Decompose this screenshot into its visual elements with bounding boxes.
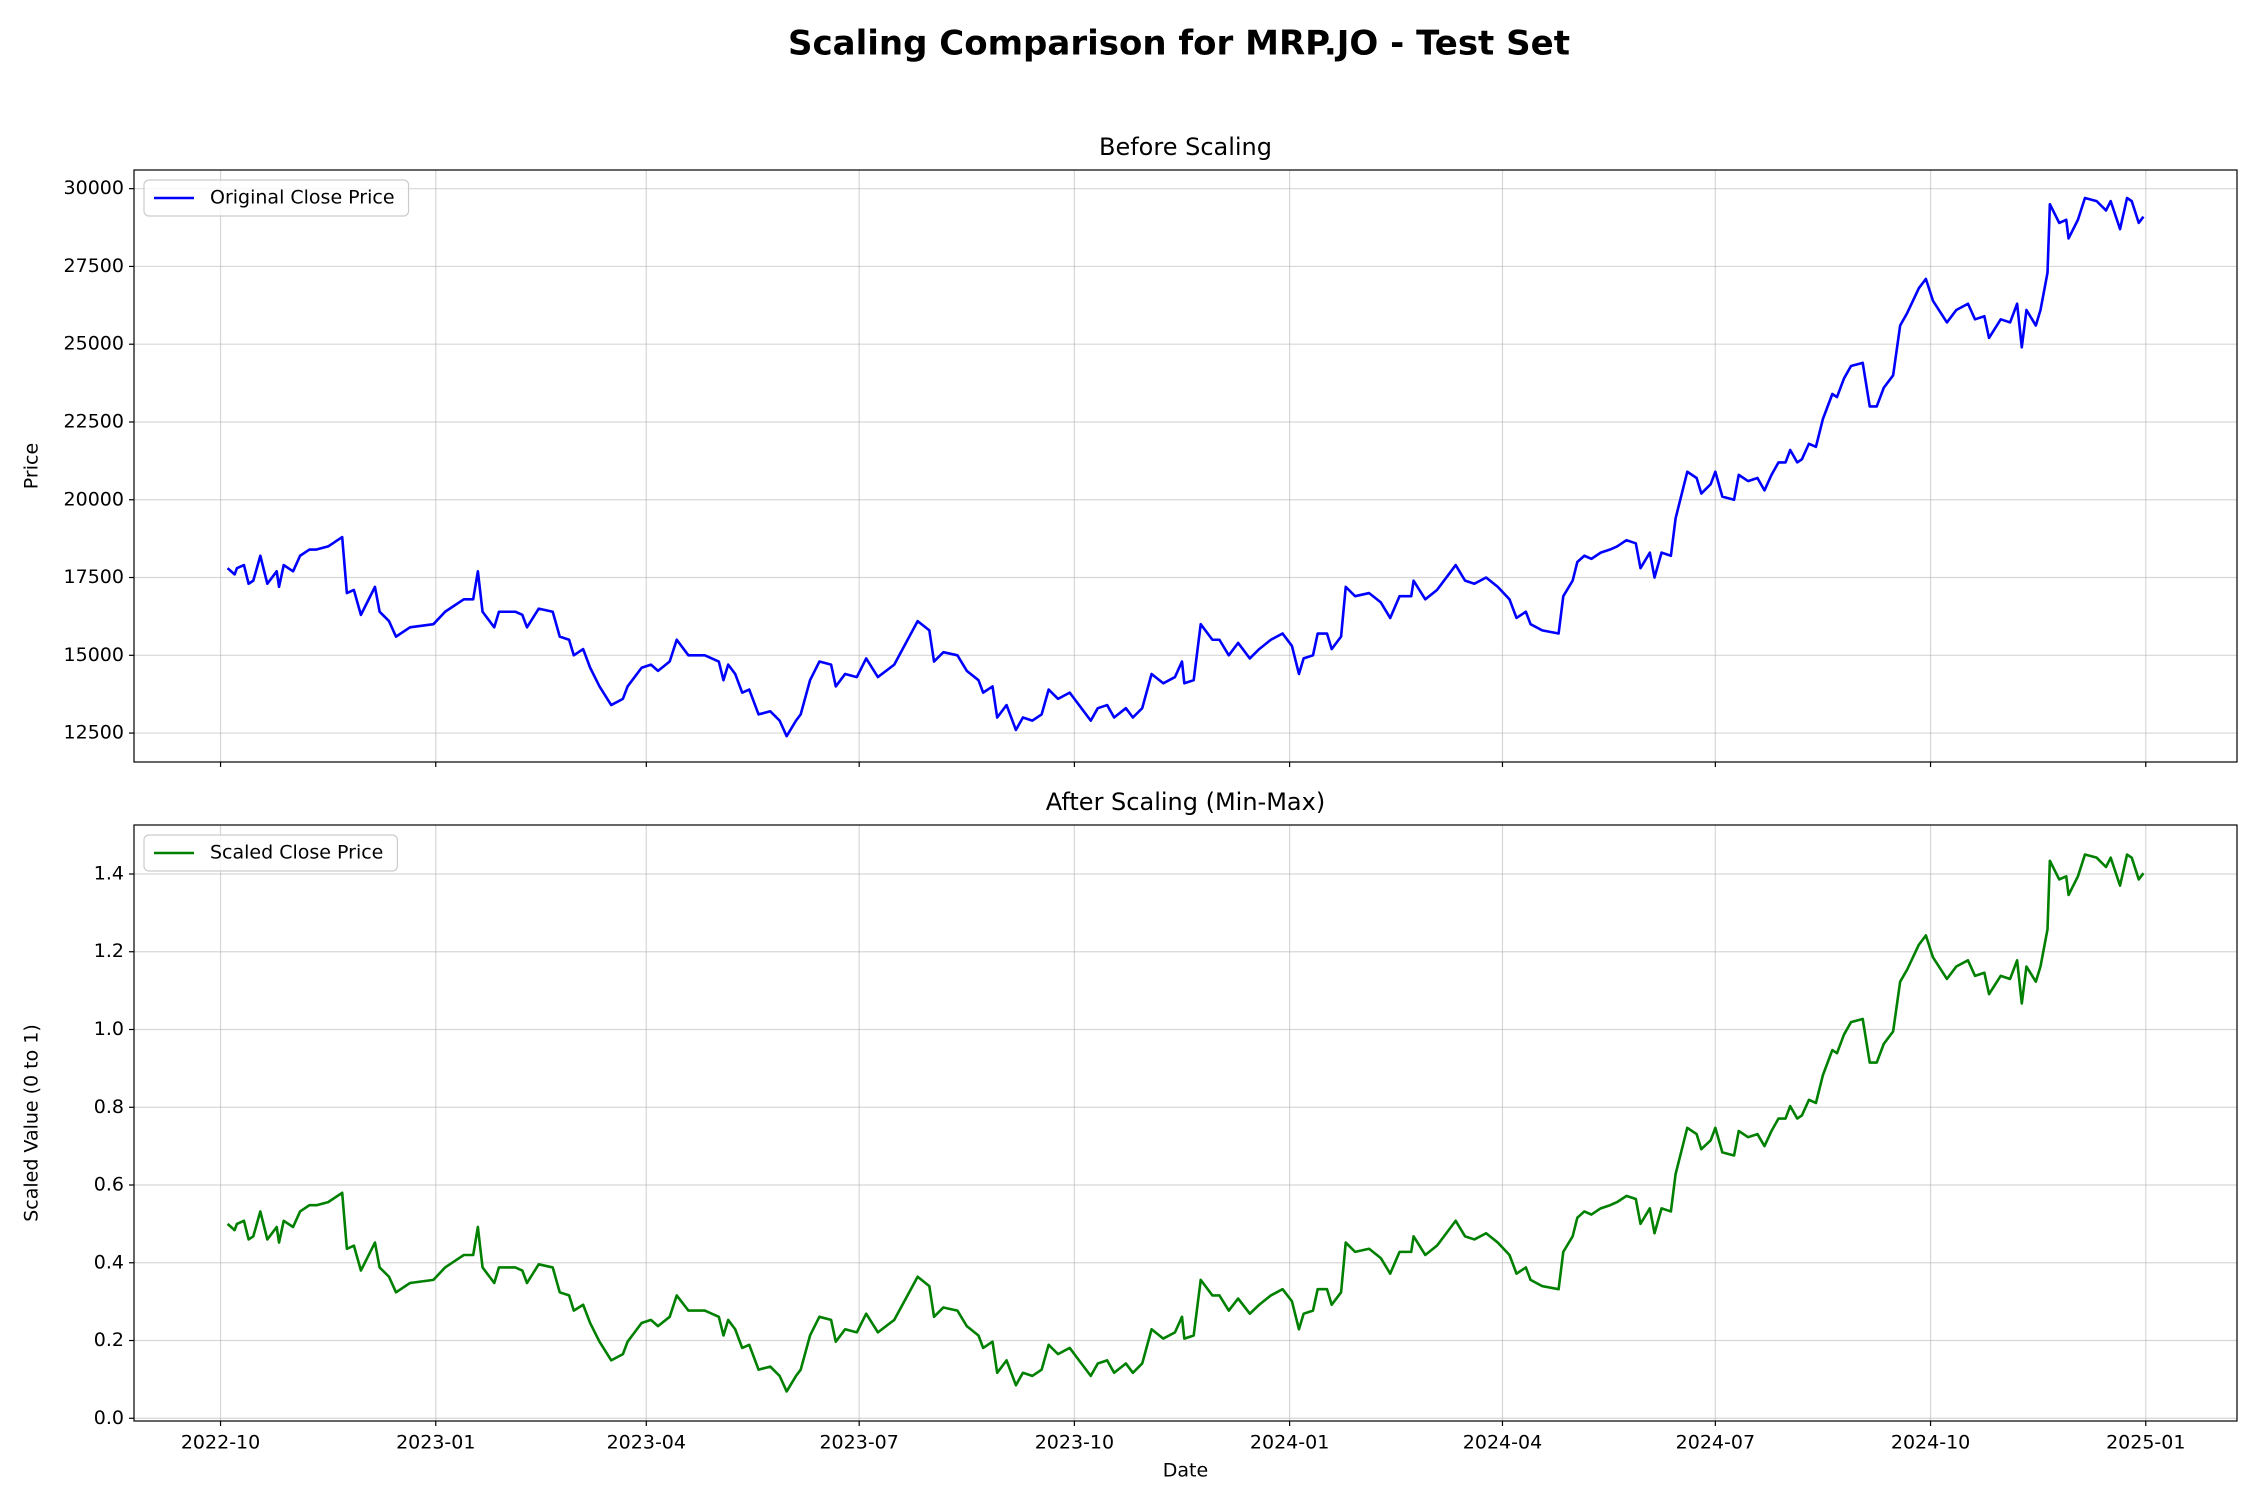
data-line [226, 853, 2145, 1393]
x-tick-label: 2024-07 [1676, 1432, 1755, 1454]
y-tick-label: 30000 [64, 177, 124, 199]
y-tick-label: 1.0 [94, 1018, 124, 1040]
y-tick-label: 0.8 [94, 1096, 124, 1118]
y-tick-label: 0.2 [94, 1329, 124, 1351]
y-tick-label: 0.4 [94, 1251, 124, 1273]
y-tick-label: 15000 [64, 644, 124, 666]
y-tick-label: 12500 [64, 722, 124, 744]
x-tick-label: 2024-01 [1250, 1432, 1329, 1454]
y-axis-label: Price [21, 443, 43, 489]
data-line [226, 196, 2145, 738]
y-tick-label: 1.4 [94, 862, 124, 884]
axes-frame [133, 824, 2238, 1422]
legend-box [143, 834, 398, 872]
y-tick-label: 20000 [64, 488, 124, 510]
x-tick-label: 2023-07 [819, 1432, 898, 1454]
x-axis-label: Date [1163, 1460, 1208, 1482]
figure-title: Scaling Comparison for MRP.JO - Test Set [788, 24, 1570, 64]
y-tick-label: 17500 [64, 566, 124, 588]
legend-label: Original Close Price [210, 187, 395, 209]
x-tick-label: 2022-10 [181, 1432, 260, 1454]
subplot-title: Before Scaling [1099, 133, 1272, 161]
x-tick-label: 2025-01 [2106, 1432, 2185, 1454]
legend-box [143, 179, 410, 217]
legend: Original Close Price [143, 179, 410, 217]
y-tick-label: 0.6 [94, 1174, 124, 1196]
x-tick-label: 2023-04 [607, 1432, 686, 1454]
x-tick-label: 2023-01 [396, 1432, 475, 1454]
axes-frame [133, 169, 2238, 763]
y-tick-label: 1.2 [94, 940, 124, 962]
y-axis-label: Scaled Value (0 to 1) [21, 1024, 43, 1222]
legend: Scaled Close Price [143, 834, 398, 872]
y-tick-label: 22500 [64, 410, 124, 432]
legend-label: Scaled Close Price [210, 842, 383, 864]
x-tick-label: 2024-10 [1891, 1432, 1970, 1454]
y-tick-label: 27500 [64, 255, 124, 277]
x-tick-label: 2024-04 [1463, 1432, 1542, 1454]
x-tick-label: 2023-10 [1035, 1432, 1114, 1454]
subplot-title: After Scaling (Min-Max) [1046, 788, 1325, 816]
y-tick-label: 25000 [64, 333, 124, 355]
y-tick-label: 0.0 [94, 1407, 124, 1429]
